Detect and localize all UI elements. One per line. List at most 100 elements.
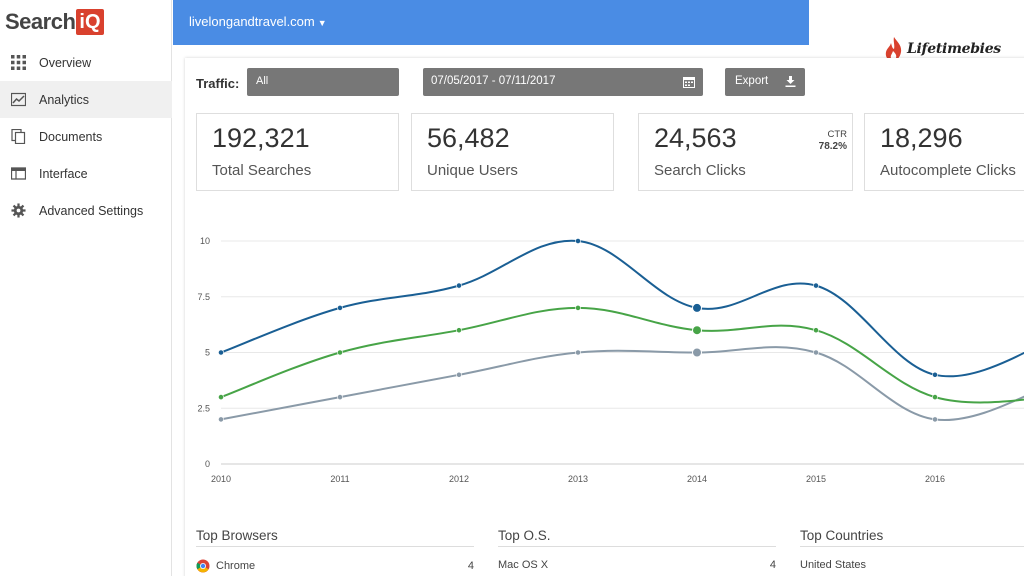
- sidebar: Search iQ Overview Analytics Documents: [0, 0, 172, 576]
- top-bar: livelongandtravel.com ▼: [173, 0, 809, 45]
- data-point: [337, 394, 343, 400]
- traffic-line-chart: 0 2.5 5 7.5 10 2010 2011 2012 2013 2014 2015 2016: [197, 236, 1024, 484]
- data-point: [456, 282, 462, 289]
- brand-watermark: Lifetimebies: [884, 36, 1001, 62]
- data-point: [575, 305, 581, 311]
- sidebar-item-advanced-settings[interactable]: Advanced Settings: [0, 192, 172, 229]
- site-name: livelongandtravel.com: [189, 14, 315, 29]
- data-point: [813, 327, 819, 334]
- stat-value: 192,321: [212, 123, 310, 153]
- data-point: [218, 416, 224, 423]
- top-browsers-table: Top Browsers Chrome 4: [196, 528, 474, 573]
- top-countries-table: Top Countries United States: [800, 528, 1024, 571]
- stat-card-autocomplete-clicks: 18,296 Autocomplete Clicks: [864, 113, 1024, 191]
- sidebar-item-label: Advanced Settings: [39, 203, 144, 218]
- interface-icon: [10, 166, 26, 182]
- x-tick-label: 2011: [330, 474, 349, 484]
- data-point: [575, 238, 581, 244]
- data-point: [218, 394, 224, 400]
- data-point: [337, 349, 343, 356]
- series-line: [220, 239, 1024, 378]
- ctr-indicator: CTR 78.2%: [819, 129, 847, 153]
- sidebar-item-label: Documents: [39, 129, 103, 144]
- export-button[interactable]: Export: [725, 68, 805, 96]
- data-point: [813, 349, 819, 356]
- top-os-table: Top O.S. Mac OS X 4: [498, 528, 776, 571]
- ctr-value: 78.2%: [818, 141, 847, 152]
- data-point: [575, 349, 581, 356]
- y-tick-label: 10: [200, 236, 210, 246]
- x-tick-label: 2016: [925, 474, 945, 484]
- stat-label: Unique Users: [427, 162, 518, 179]
- site-selector[interactable]: livelongandtravel.com ▼: [189, 14, 327, 29]
- data-point: [692, 302, 702, 313]
- x-tick-label: 2013: [568, 474, 588, 484]
- data-point: [692, 325, 702, 336]
- data-point: [692, 347, 702, 358]
- sidebar-item-analytics[interactable]: Analytics: [0, 81, 172, 118]
- sidebar-item-label: Analytics: [39, 92, 90, 107]
- grid-icon: [10, 55, 26, 71]
- data-point: [337, 305, 343, 311]
- stat-label: Search Clicks: [654, 162, 746, 179]
- x-tick-label: 2015: [806, 474, 826, 484]
- gear-icon: [10, 203, 26, 219]
- ctr-label: CTR: [827, 129, 847, 140]
- data-point: [456, 371, 462, 378]
- caret-down-icon: ▼: [317, 18, 327, 28]
- table-title: Top O.S.: [498, 528, 776, 547]
- series-line: [220, 306, 1024, 404]
- stat-value: 56,482: [427, 123, 510, 153]
- data-point: [218, 349, 224, 356]
- stat-card-unique-users: 56,482 Unique Users: [411, 113, 614, 191]
- stat-card-search-clicks: 24,563 Search Clicks CTR 78.2%: [638, 113, 853, 191]
- chart-icon: [10, 92, 26, 108]
- stat-card-total-searches: 192,321 Total Searches: [196, 113, 399, 191]
- data-point: [813, 282, 819, 289]
- logo-box: iQ: [76, 9, 104, 35]
- documents-icon: [10, 129, 26, 145]
- chrome-icon: [196, 559, 210, 573]
- app-logo[interactable]: Search iQ: [5, 8, 104, 36]
- data-point: [932, 416, 938, 423]
- data-point: [456, 327, 462, 334]
- traffic-label: Traffic:: [196, 76, 240, 91]
- table-row: Chrome 4: [196, 559, 474, 573]
- sidebar-item-overview[interactable]: Overview: [0, 44, 172, 81]
- row-name: Chrome: [216, 560, 256, 572]
- y-tick-label: 7.5: [197, 292, 210, 302]
- data-point: [932, 371, 938, 378]
- table-row: United States: [800, 559, 1024, 571]
- brand-name: Lifetimebies: [907, 41, 1001, 57]
- sidebar-item-documents[interactable]: Documents: [0, 118, 172, 155]
- stat-value: 24,563: [654, 123, 737, 153]
- export-label: Export: [735, 75, 769, 87]
- sidebar-item-label: Interface: [39, 166, 88, 181]
- stat-label: Total Searches: [212, 162, 312, 179]
- sidebar-nav: Overview Analytics Documents Interface: [0, 44, 172, 229]
- table-row: Mac OS X 4: [498, 559, 776, 571]
- stat-value: 18,296: [880, 123, 963, 153]
- series-line: [220, 346, 1024, 421]
- row-count: 4: [769, 559, 776, 571]
- table-title: Top Countries: [800, 528, 1024, 547]
- calendar-icon: [683, 77, 695, 88]
- row-name: Mac OS X: [498, 559, 549, 571]
- table-title: Top Browsers: [196, 528, 474, 547]
- row-name: United States: [800, 559, 867, 571]
- sidebar-item-interface[interactable]: Interface: [0, 155, 172, 192]
- y-tick-label: 2.5: [197, 403, 210, 413]
- x-tick-label: 2010: [211, 474, 231, 484]
- sidebar-item-label: Overview: [39, 55, 92, 70]
- row-count: 4: [467, 560, 474, 572]
- date-range-picker[interactable]: 07/05/2017 - 07/11/2017: [423, 68, 703, 96]
- x-tick-label: 2014: [687, 474, 707, 484]
- analytics-panel: Traffic: All 07/05/2017 - 07/11/2017 Exp…: [185, 58, 1024, 576]
- logo-text: Search: [5, 9, 76, 34]
- date-range-text: 07/05/2017 - 07/11/2017: [431, 75, 556, 87]
- x-tick-label: 2012: [449, 474, 469, 484]
- traffic-select[interactable]: All: [247, 68, 399, 96]
- download-icon: [785, 76, 796, 87]
- flame-icon: [885, 37, 902, 61]
- y-tick-label: 0: [205, 459, 210, 469]
